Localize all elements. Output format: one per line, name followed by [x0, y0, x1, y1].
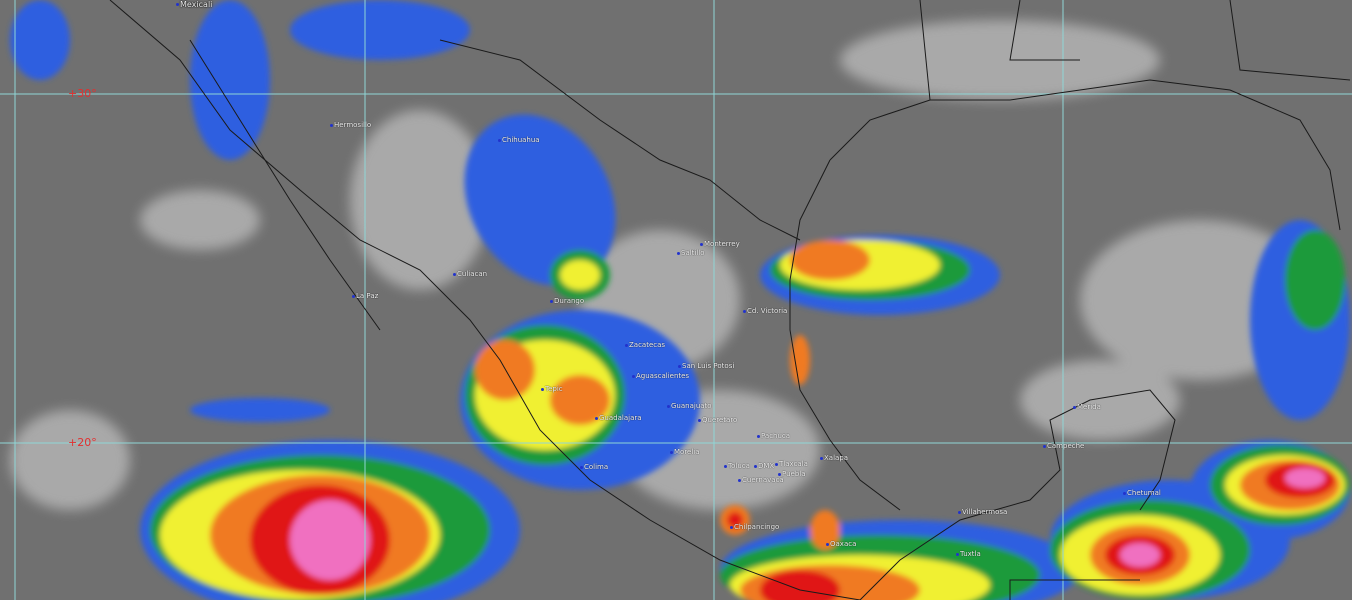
city-label: Tlaxcala — [775, 460, 808, 468]
city-label: Merida — [1073, 403, 1101, 411]
latitude-label-20: +20° — [68, 436, 97, 449]
city-label: Campeche — [1043, 442, 1084, 450]
city-label: Chilpancingo — [730, 523, 779, 531]
city-label: Xalapa — [820, 454, 848, 462]
city-label: Culiacan — [453, 270, 487, 278]
city-label: Villahermosa — [958, 508, 1007, 516]
city-label: Guanajuato — [667, 402, 712, 410]
coastlines-borders — [109, 0, 1351, 600]
city-label: Aguascalientes — [632, 372, 689, 380]
city-label: Puebla — [778, 470, 806, 478]
city-label: Cuernavaca — [738, 476, 784, 484]
city-label: Zacatecas — [625, 341, 665, 349]
city-label: San Luis Potosi — [678, 362, 734, 370]
city-label: Queretaro — [698, 416, 737, 424]
city-label: Pachuca — [757, 432, 790, 440]
city-label: Colima — [580, 463, 608, 471]
city-label: Hermosillo — [330, 121, 371, 129]
city-label: Monterrey — [700, 240, 740, 248]
city-label: Oaxaca — [826, 540, 856, 548]
latitude-label-30: +30° — [68, 87, 97, 100]
city-label: Saltillo — [677, 249, 705, 257]
city-label: Mexicali — [176, 0, 212, 9]
city-label: Morelia — [670, 448, 700, 456]
city-label: Durango — [550, 297, 584, 305]
city-label: Tuxtla — [956, 550, 981, 558]
city-label: Chihuahua — [498, 136, 540, 144]
city-label: Cd. Victoria — [743, 307, 787, 315]
city-label: La Paz — [352, 292, 378, 300]
city-label: Toluca — [724, 462, 750, 470]
city-label: Guadalajara — [595, 414, 642, 422]
city-label: Tepic — [541, 385, 563, 393]
city-label: DMX — [754, 462, 774, 470]
city-label: Chetumal — [1123, 489, 1161, 497]
